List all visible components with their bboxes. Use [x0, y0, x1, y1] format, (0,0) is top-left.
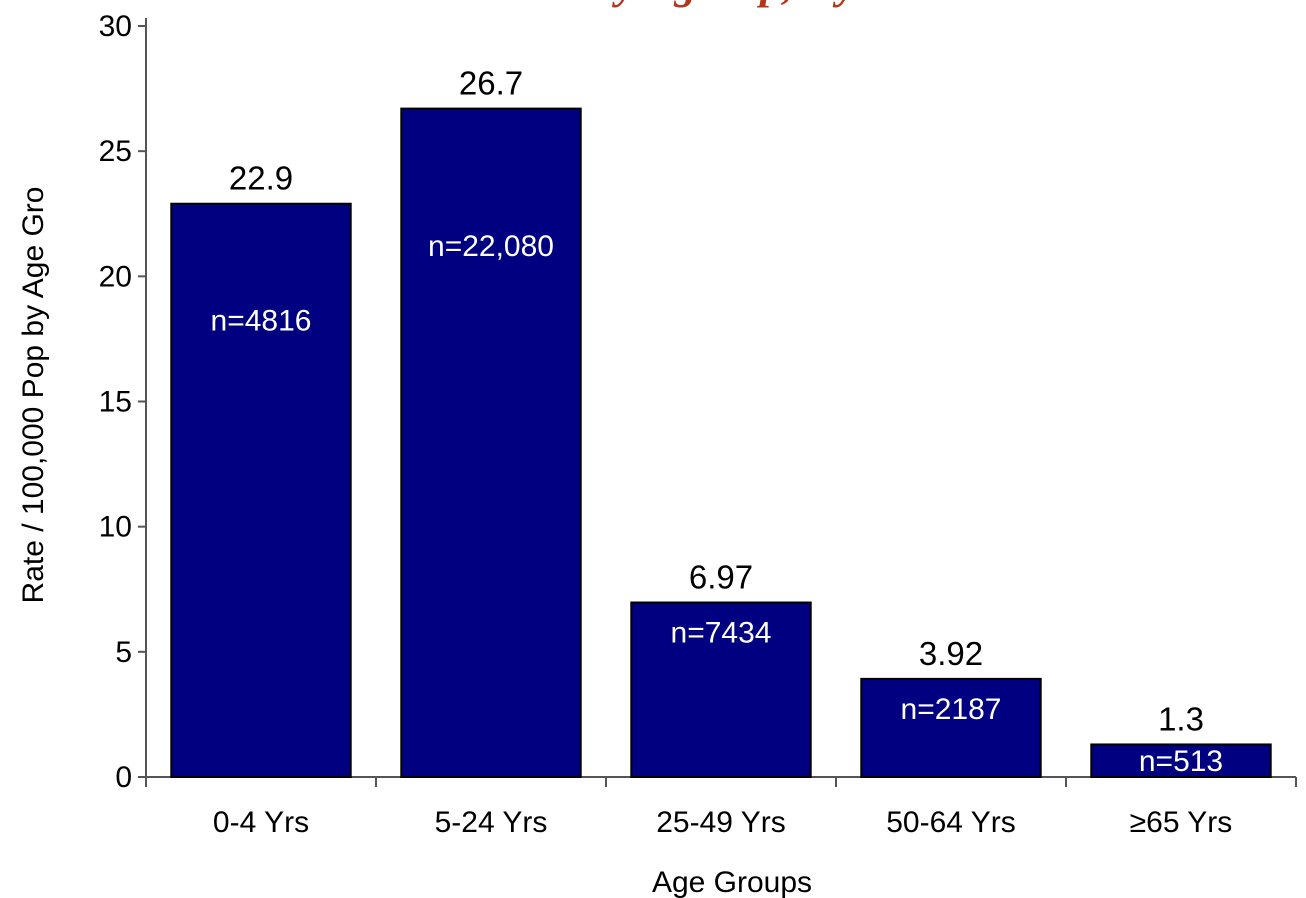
y-tick-label: 15 [99, 386, 132, 419]
y-axis-title: Rate / 100,000 Pop by Age Gro [17, 187, 50, 604]
bars: 22.9 n=4816 26.7 n=22,080 6.97 n=7434 3.92 n=21… [170, 65, 1272, 779]
y-tick-label: 10 [99, 511, 132, 544]
value-label: 3.92 [919, 635, 983, 672]
y-tick-label: 0 [115, 761, 132, 794]
x-axis: 0-4 Yrs 5-24 Yrs 25-49 Yrs 50-64 Yrs ≥65 Yrs [138, 776, 1297, 839]
x-tick-label: ≥65 Yrs [1130, 806, 1233, 839]
value-label: 1.3 [1158, 700, 1204, 737]
count-label: n=7434 [671, 617, 772, 650]
value-label: 22.9 [229, 160, 293, 197]
y-tick-label: 5 [115, 636, 132, 669]
count-label: n=4816 [211, 304, 312, 337]
count-label: n=513 [1139, 745, 1223, 778]
y-tick-label: 20 [99, 260, 132, 293]
value-label: 26.7 [459, 65, 523, 102]
x-axis-title: Age Groups [652, 866, 812, 898]
x-tick-label: 50-64 Yrs [886, 806, 1016, 839]
chart-title: ...y Age ...p, ...y [583, 0, 857, 8]
x-tick-label: 0-4 Yrs [213, 806, 309, 839]
count-label: n=22,080 [428, 230, 554, 263]
bar [170, 202, 352, 778]
bar [630, 601, 812, 778]
bar [400, 107, 582, 779]
x-tick-label: 25-49 Yrs [656, 806, 786, 839]
x-tick-label: 5-24 Yrs [435, 806, 548, 839]
value-label: 6.97 [689, 559, 753, 596]
bar [860, 677, 1042, 778]
y-tick-label: 25 [99, 135, 132, 168]
y-tick-label: 30 [99, 10, 132, 43]
count-label: n=2187 [901, 693, 1002, 726]
y-axis: 0 5 10 15 20 25 30 [99, 10, 147, 794]
bar [1090, 743, 1272, 778]
